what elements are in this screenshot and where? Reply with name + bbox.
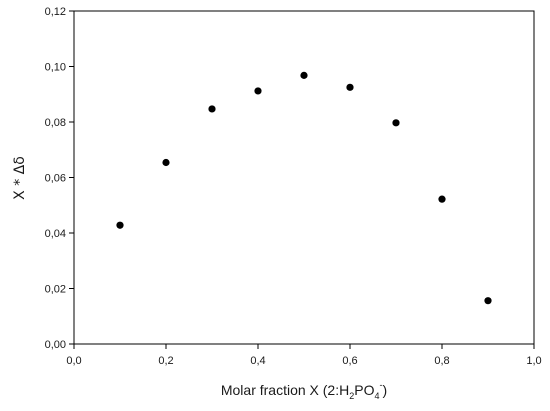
y-axis-title: X * Δδ: [12, 156, 28, 200]
y-tick-label: 0,12: [45, 6, 66, 18]
x-axis-title: Molar fraction X (2:H2PO4-): [221, 380, 387, 401]
data-point-3: [208, 105, 216, 113]
x-tick-label: 0,8: [434, 355, 449, 367]
x-tick-label: 0,2: [158, 355, 173, 367]
x-tick-label: 0,6: [342, 355, 357, 367]
y-tick-label: 0,02: [45, 284, 66, 296]
y-axis-ticks: 0,00 0,02 0,04 0,06 0,08 0,10 0,12: [45, 6, 74, 351]
y-tick-label: 0,08: [45, 117, 66, 129]
data-point-9: [484, 297, 492, 305]
data-point-2: [162, 158, 170, 167]
data-point-5: [300, 71, 308, 79]
data-point-1: [116, 221, 124, 229]
y-tick-label: 0,06: [45, 173, 66, 185]
x-tick-label: 0,4: [250, 355, 265, 367]
x-axis-ticks: 0,0 0,2 0,4 0,6 0,8 1,0: [66, 344, 542, 367]
data-point-4: [254, 87, 262, 95]
data-point-7: [392, 119, 400, 127]
y-tick-label: 0,10: [45, 62, 66, 74]
plot-frame: [73, 10, 535, 345]
data-point-8: [438, 195, 446, 203]
x-tick-label: 0,0: [66, 355, 81, 367]
y-tick-label: 0,00: [45, 339, 66, 351]
y-tick-label: 0,04: [45, 228, 66, 240]
data-points: [116, 71, 492, 305]
x-tick-label: 1,0: [526, 355, 541, 367]
data-point-6: [346, 83, 354, 91]
